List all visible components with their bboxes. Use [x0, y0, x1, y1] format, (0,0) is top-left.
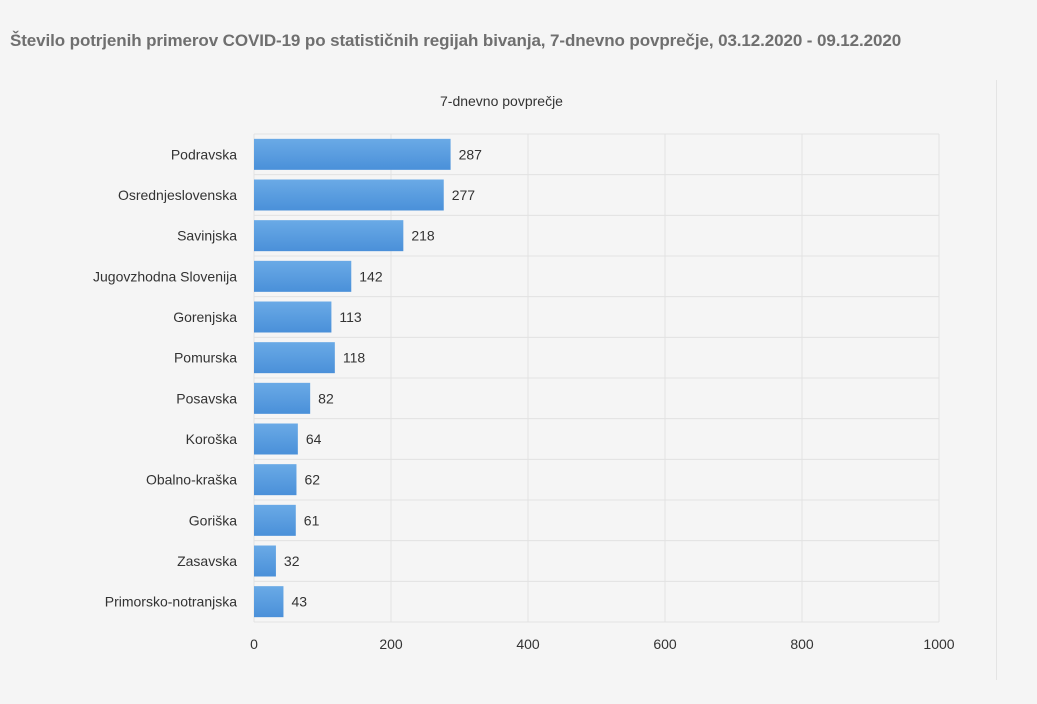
category-label: Jugovzhodna Slovenija: [93, 268, 237, 284]
category-label: Podravska: [171, 146, 237, 162]
bar: [254, 220, 404, 252]
bar: [254, 464, 297, 496]
bar: [254, 504, 296, 536]
category-label: Gorenjska: [173, 309, 237, 325]
value-label: 43: [291, 594, 307, 610]
category-label: Zasavska: [177, 553, 237, 569]
bar: [254, 260, 352, 292]
value-label: 64: [306, 431, 322, 447]
value-label: 62: [304, 472, 320, 488]
bar: [254, 382, 311, 414]
category-label: Savinjska: [177, 228, 237, 244]
tick-label: 0: [250, 636, 258, 652]
scroll-edge: [996, 80, 997, 680]
bars: [254, 138, 451, 618]
category-labels: Podravska Osrednjeslovenska Savinjska Jugov…: [93, 146, 237, 609]
value-label: 287: [459, 146, 483, 162]
chart-title: 7-dnevno povprečje: [440, 93, 563, 109]
tick-label: 1000: [923, 636, 954, 652]
x-axis-ticks: 0 200 400 600 800 1000: [250, 636, 955, 652]
value-label: 113: [339, 309, 362, 325]
category-label: Posavska: [176, 390, 237, 406]
category-label: Pomurska: [174, 350, 237, 366]
bar: [254, 138, 451, 170]
value-label: 218: [411, 228, 435, 244]
category-label: Goriška: [189, 512, 237, 528]
value-label: 277: [452, 187, 476, 203]
bar: [254, 545, 276, 577]
category-label: Osrednjeslovenska: [118, 187, 237, 203]
bar: [254, 423, 298, 455]
value-label: 82: [318, 390, 334, 406]
page-title: Število potrjenih primerov COVID-19 po s…: [10, 31, 902, 50]
value-label: 61: [304, 512, 320, 528]
bar: [254, 301, 332, 333]
value-labels: 287 277 218 142 113 118 82 64 62 61 32 43: [284, 146, 482, 609]
category-label: Koroška: [186, 431, 238, 447]
value-label: 142: [359, 268, 383, 284]
value-label: 32: [284, 553, 300, 569]
category-label: Primorsko-notranjska: [105, 594, 237, 610]
bar: [254, 586, 284, 618]
tick-label: 200: [379, 636, 403, 652]
tick-label: 600: [653, 636, 677, 652]
bar: [254, 342, 335, 374]
grid: [253, 133, 940, 623]
bar: [254, 179, 444, 211]
tick-label: 400: [516, 636, 540, 652]
tick-label: 800: [790, 636, 814, 652]
value-label: 118: [343, 350, 366, 366]
category-label: Obalno-kraška: [146, 472, 237, 488]
